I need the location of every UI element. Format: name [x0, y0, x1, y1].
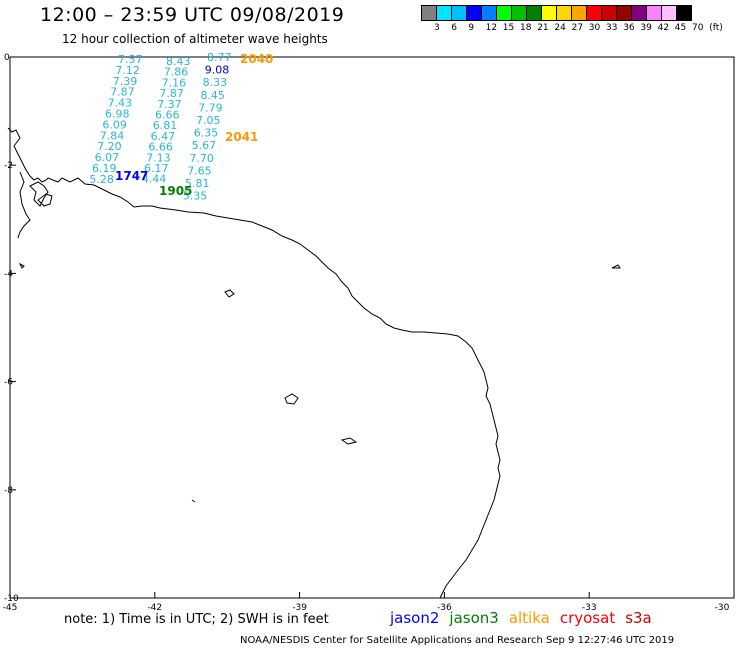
wave-height-label: 6.66	[148, 141, 173, 154]
satellite-legend-item: cryosat	[559, 609, 616, 627]
color-scale-label: 21	[537, 23, 549, 33]
color-scale-label: 30	[588, 23, 601, 33]
wave-height-labels: 7.577.127.397.877.436.986.097.847.206.07…	[89, 51, 231, 203]
wave-height-label: 8.45	[200, 89, 225, 102]
credit-line: NOAA/NESDIS Center for Satellite Applica…	[240, 635, 675, 646]
coastline	[7, 127, 621, 599]
brazil-coastline	[47, 177, 501, 599]
wave-height-label: 7.87	[110, 86, 135, 99]
x-tick-label: -36	[437, 603, 452, 613]
color-scale-label: 15	[502, 23, 515, 33]
color-scale-label: 33	[606, 23, 618, 33]
islet	[340, 437, 358, 445]
islet	[18, 262, 25, 269]
amazon-delta-coast	[7, 127, 53, 239]
satellite-legend-item: altika	[508, 609, 550, 627]
pass-time-labels: 2040 2041 1747 1905	[115, 52, 273, 198]
pass-time-label: 1747	[115, 169, 148, 183]
satellite-legend-item: jason3	[449, 609, 499, 627]
wave-height-label: 8.77	[207, 51, 232, 64]
wave-height-label: 6.09	[102, 118, 127, 131]
map-frame	[9, 56, 735, 599]
color-scale-label: 36	[623, 23, 635, 33]
color-scale-label: (ft)	[709, 23, 723, 33]
wave-height-label: 7.13	[146, 151, 171, 164]
y-tick-label: -4	[4, 269, 13, 279]
color-scale-label: 39	[640, 23, 652, 33]
color-scale-bar	[421, 5, 692, 21]
wave-height-label: 7.39	[113, 75, 138, 88]
fernando-de-noronha	[284, 393, 299, 405]
satellite-legend-item: jason2	[390, 609, 440, 627]
pass-time-label: 2040	[240, 52, 273, 66]
wave-height-label: 7.57	[118, 53, 143, 66]
wave-height-label: 8.33	[203, 76, 228, 89]
x-tick-label: -30	[715, 603, 730, 613]
wave-height-label: 5.28	[89, 173, 114, 186]
x-tick-label: -33	[582, 603, 597, 613]
y-tick-label: -6	[4, 378, 13, 388]
wave-height-label: 5.67	[192, 139, 217, 152]
wave-height-label: 6.19	[92, 162, 117, 175]
atol-das-rocas	[224, 289, 235, 298]
wave-height-label: 5.35	[183, 190, 208, 203]
y-tick-label: -10	[4, 594, 19, 604]
satellite-legend-item: s3a	[625, 609, 652, 627]
color-scale-label: 70	[692, 23, 704, 33]
wave-height-label: 6.66	[155, 109, 180, 122]
y-tick-label: 0	[4, 53, 10, 63]
wave-height-label: 7.79	[198, 101, 223, 114]
st-peter-paul-rocks	[611, 264, 621, 269]
color-scale-label: 42	[657, 23, 670, 33]
wave-height-label: 7.84	[100, 129, 125, 142]
color-scale-label: 18	[520, 23, 532, 33]
wave-height-label: 7.70	[189, 152, 214, 165]
footer-note: note: 1) Time is in UTC; 2) SWH is in fe…	[64, 612, 329, 627]
color-scale-label: 27	[571, 23, 584, 33]
color-scale-label: 3	[434, 23, 440, 33]
wave-height-label: 4.44	[142, 173, 167, 186]
wave-height-label: 7.20	[97, 140, 122, 153]
wave-height-label: 6.47	[151, 130, 176, 143]
wave-height-label: 6.35	[194, 127, 219, 140]
pass-time-label: 2041	[225, 130, 258, 144]
color-scale-label: 24	[554, 23, 566, 33]
wave-height-label: 6.17	[144, 162, 169, 175]
x-tick-label: -42	[147, 603, 162, 613]
wave-height-label: 7.16	[162, 76, 187, 89]
wave-height-label: 7.05	[196, 114, 221, 127]
color-scale-label: 9	[468, 23, 475, 33]
x-tick-label: -39	[292, 603, 307, 613]
color-scale-label: 45	[674, 23, 687, 33]
axis-ticks: -45 -42 -39 -36 -33 -30 0 -2 -4 -6 -8 -10	[3, 53, 735, 613]
wave-height-label: 7.37	[157, 98, 182, 111]
wave-height-label: 6.98	[105, 108, 130, 121]
color-scale-label: 6	[451, 23, 457, 33]
pass-time-label: 1905	[159, 184, 192, 198]
y-tick-label: -2	[4, 161, 13, 171]
wave-height-label: 7.65	[187, 164, 212, 177]
wave-height-label: 8.43	[166, 55, 191, 68]
map-title: 12:00 – 23:59 UTC 09/08/2019	[40, 4, 345, 26]
wave-height-label: 6.81	[153, 119, 178, 132]
map-subtitle: 12 hour collection of altimeter wave hei…	[62, 32, 328, 46]
wave-height-label: 5.81	[185, 177, 210, 190]
color-swatch	[676, 5, 692, 21]
x-tick-label: -45	[3, 603, 18, 613]
wave-height-label: 7.87	[159, 87, 184, 100]
wave-height-label: 9.08	[205, 64, 230, 77]
wave-height-label: 7.86	[164, 66, 189, 79]
islet	[191, 499, 196, 503]
color-scale-label: 12	[485, 23, 498, 33]
wave-height-label: 7.43	[108, 97, 133, 110]
wave-height-label: 7.12	[115, 64, 139, 77]
y-tick-label: -8	[4, 486, 13, 496]
wave-height-label: 6.07	[95, 151, 120, 164]
satellite-legend: jason2 jason3 altika cryosat s3a	[390, 609, 662, 627]
color-scale-labels: 3 6 9 12 15 18 21 24 27 30 33 36 39 42 45 70 (ft)	[421, 23, 740, 35]
